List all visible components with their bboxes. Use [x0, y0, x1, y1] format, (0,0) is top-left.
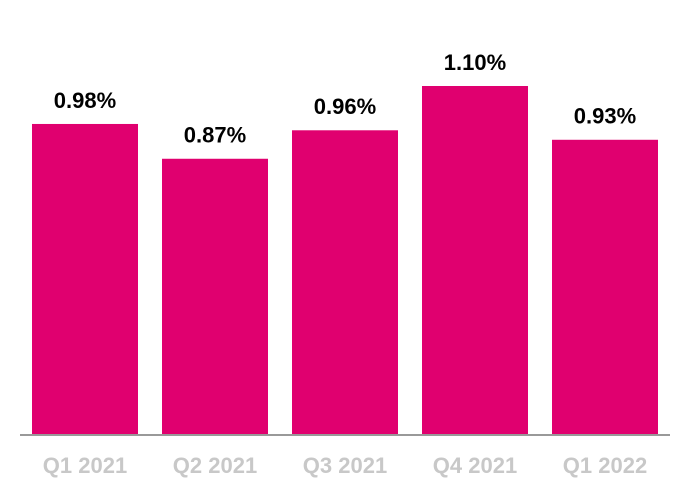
x-tick-label: Q1 2021 [43, 453, 127, 478]
value-label: 0.93% [574, 104, 636, 129]
bar [32, 123, 138, 435]
bar [422, 86, 528, 434]
bar [162, 158, 268, 434]
x-tick-label: Q2 2021 [173, 453, 257, 478]
x-tick-label: Q3 2021 [303, 453, 387, 478]
bar [292, 130, 398, 435]
x-tick-label: Q4 2021 [433, 453, 517, 478]
value-label: 1.10% [444, 50, 506, 75]
bar [552, 139, 658, 435]
x-tick-label: Q1 2022 [563, 453, 647, 478]
value-label: 0.87% [184, 123, 246, 148]
value-label: 0.96% [314, 94, 376, 119]
value-label: 0.98% [54, 88, 116, 113]
